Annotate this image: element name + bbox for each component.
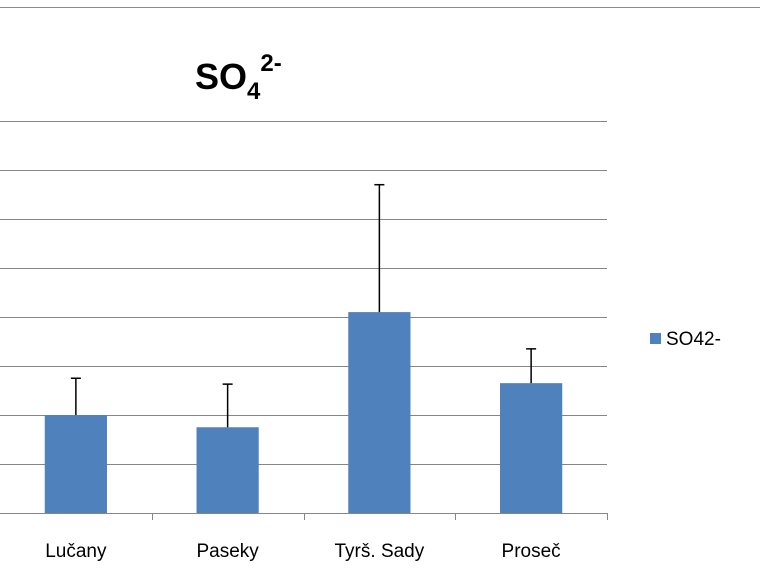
x-tick-label: Tyrš. Sady	[335, 541, 425, 562]
x-tick-label: Proseč	[502, 541, 561, 562]
chart-title: SO42-	[195, 50, 282, 105]
bar	[196, 427, 259, 513]
bar	[348, 312, 411, 513]
x-tick-label: Paseky	[196, 541, 259, 562]
legend-label: SO42-	[666, 329, 721, 350]
bars	[44, 312, 563, 513]
bar	[500, 383, 563, 513]
legend-swatch	[650, 333, 661, 344]
bar	[44, 415, 107, 513]
x-tick-label: Lučany	[45, 541, 107, 562]
legend: SO42-	[650, 329, 721, 350]
error-bars	[70, 183, 537, 428]
chart-title-superscript: 2-	[260, 50, 281, 77]
chart-title-base: SO	[195, 56, 247, 97]
x-axis: Lučany Paseky Tyrš. Sady Proseč	[0, 513, 608, 562]
chart-title-subscript: 4	[247, 78, 261, 105]
